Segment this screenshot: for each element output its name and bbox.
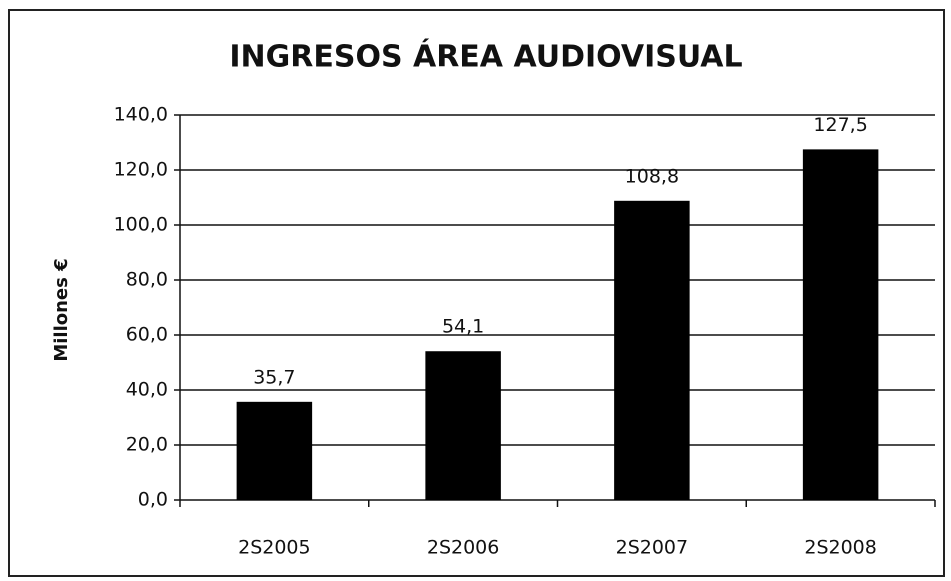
data-label: 108,8 — [625, 165, 679, 187]
x-tick-label: 2S2007 — [616, 537, 689, 559]
x-tick-label: 2S2006 — [427, 537, 500, 559]
y-tick-label: 40,0 — [126, 379, 168, 401]
x-tick-label: 2S2008 — [804, 537, 877, 559]
bar — [425, 351, 501, 500]
y-axis-label: Millones € — [51, 258, 72, 361]
data-label: 127,5 — [813, 114, 867, 136]
y-tick-label: 80,0 — [126, 269, 168, 291]
data-label: 54,1 — [442, 316, 484, 338]
x-tick-label: 2S2005 — [238, 537, 311, 559]
data-label: 35,7 — [253, 366, 295, 388]
bar — [236, 401, 313, 500]
bar — [802, 149, 879, 500]
y-tick-label: 140,0 — [114, 104, 168, 126]
y-tick-label: 20,0 — [126, 434, 168, 456]
bar — [614, 200, 690, 501]
y-tick-label: 0,0 — [138, 489, 168, 511]
chart-title: INGRESOS ÁREA AUDIOVISUAL — [229, 39, 742, 75]
y-tick-label: 100,0 — [114, 214, 168, 236]
y-tick-label: 120,0 — [114, 159, 168, 181]
y-tick-label: 60,0 — [126, 324, 168, 346]
